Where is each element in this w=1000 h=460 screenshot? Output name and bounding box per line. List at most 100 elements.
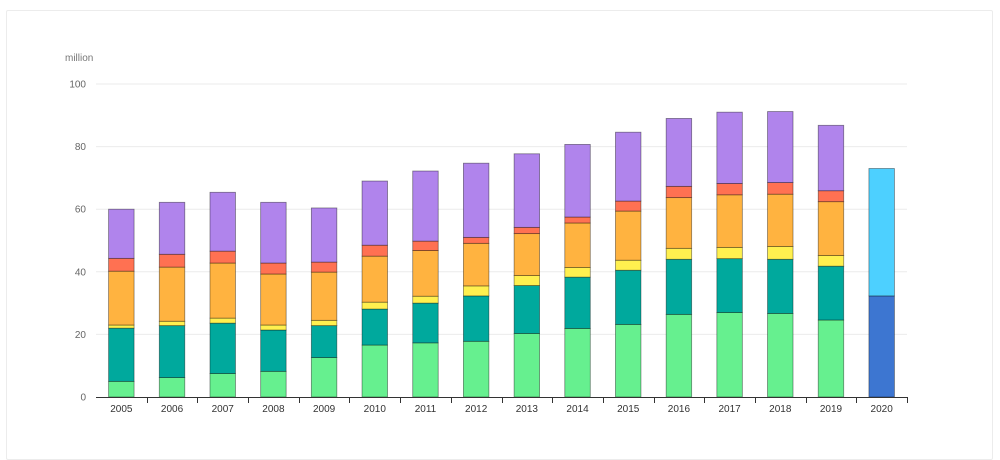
bar-segment-series-1-green-2015[interactable] xyxy=(615,323,642,398)
bar-segment-series-2-teal-2007[interactable] xyxy=(209,322,236,374)
bar-segment-series-6-purple-2014[interactable] xyxy=(564,144,591,218)
bar-segment-series-5-red-2008[interactable] xyxy=(260,262,287,275)
bar-segment-series-1-green-2009[interactable] xyxy=(310,357,338,398)
bar-segment-series-4-orange-2008[interactable] xyxy=(260,273,287,326)
bar-segment-series-6-purple-2017[interactable] xyxy=(716,111,743,184)
bar-segment-series-2-teal-2011[interactable] xyxy=(412,302,439,344)
bar-stack-2008 xyxy=(260,201,287,398)
bar-segment-series-3-yellow-2018[interactable] xyxy=(767,246,794,260)
bar-segment-series-1-green-2008[interactable] xyxy=(260,370,287,398)
bar-segment-series-6-purple-2006[interactable] xyxy=(158,201,186,255)
bar-segment-series-5-red-2011[interactable] xyxy=(412,240,439,251)
bar-segment-series-5-red-2014[interactable] xyxy=(564,216,591,224)
bar-segment-series-3-yellow-2006[interactable] xyxy=(158,320,186,327)
bar-segment-series-6-purple-2010[interactable] xyxy=(361,180,388,246)
bar-segment-series-2-teal-2019[interactable] xyxy=(817,265,845,321)
bar-segment-series-5-red-2012[interactable] xyxy=(463,236,490,244)
bar-segment-series-6-purple-2011[interactable] xyxy=(412,170,439,242)
bar-segment-series-4-orange-2007[interactable] xyxy=(209,262,236,319)
bar-segment-series-5-red-2017[interactable] xyxy=(716,183,743,196)
bar-segment-series-4-orange-2015[interactable] xyxy=(615,210,642,261)
bar-segment-series-4-orange-2016[interactable] xyxy=(665,197,693,249)
x-tick-label: 2010 xyxy=(364,404,387,415)
bar-segment-series-2-teal-2016[interactable] xyxy=(665,258,693,315)
bar-segment-series-6-purple-2019[interactable] xyxy=(817,124,845,192)
bar-segment-series-5-red-2016[interactable] xyxy=(665,185,693,199)
bar-segment-series-1-green-2006[interactable] xyxy=(158,377,186,398)
y-tick-label: 20 xyxy=(75,330,87,341)
bar-segment-series-6-purple-2016[interactable] xyxy=(665,118,693,187)
bars xyxy=(108,111,895,398)
bar-segment-series-4-orange-2014[interactable] xyxy=(564,222,591,268)
bar-segment-series-4-orange-2018[interactable] xyxy=(767,193,794,247)
bar-segment-series-3-yellow-2009[interactable] xyxy=(310,319,338,327)
bar-segment-series-1-green-2018[interactable] xyxy=(767,313,794,398)
bar-segment-series-3-yellow-2016[interactable] xyxy=(665,247,693,260)
bar-segment-series-2-teal-2014[interactable] xyxy=(564,276,591,329)
bar-segment-series-4-orange-2012[interactable] xyxy=(463,242,490,287)
bar-segment-series-1-green-2017[interactable] xyxy=(716,312,743,398)
bar-segment-series-5-red-2018[interactable] xyxy=(767,182,794,195)
bar-segment-series-6-purple-2007[interactable] xyxy=(209,191,236,252)
bar-segment-series-4-orange-2011[interactable] xyxy=(412,250,439,297)
bar-segment-series-3-yellow-2007[interactable] xyxy=(209,317,236,324)
bar-segment-series-1-green-2011[interactable] xyxy=(412,342,439,398)
bar-segment-series-1-green-2005[interactable] xyxy=(108,380,135,398)
bar-segment-series-6-purple-2009[interactable] xyxy=(310,207,338,263)
bar-segment-series-2-teal-2010[interactable] xyxy=(361,308,388,346)
bar-segment-series-4-orange-2005[interactable] xyxy=(108,270,135,326)
bar-segment-series-5-red-2006[interactable] xyxy=(158,253,186,268)
bar-segment-series-5-red-2015[interactable] xyxy=(615,200,642,212)
bar-segment-series-3-yellow-2008[interactable] xyxy=(260,324,287,331)
bar-segment-series-2-teal-2017[interactable] xyxy=(716,258,743,313)
bar-segment-series-1-green-2012[interactable] xyxy=(463,340,490,398)
bar-segment-series-2-teal-2009[interactable] xyxy=(310,325,338,358)
bar-segment-series-5-red-2019[interactable] xyxy=(817,190,845,203)
bar-segment-series-3-yellow-2019[interactable] xyxy=(817,255,845,267)
bar-segment-series-6-purple-2015[interactable] xyxy=(615,131,642,202)
bar-segment-series-2-teal-2008[interactable] xyxy=(260,329,287,372)
bar-segment-series-2-teal-2006[interactable] xyxy=(158,325,186,378)
bar-segment-series-3-yellow-2015[interactable] xyxy=(615,259,642,271)
bar-segment-series-2-teal-2013[interactable] xyxy=(513,285,540,334)
bar-segment-series-6-purple-2012[interactable] xyxy=(463,162,490,238)
bar-segment-series-8-light-blue-2020[interactable] xyxy=(868,168,895,297)
x-tick-label: 2016 xyxy=(668,404,691,415)
bar-stack-2005 xyxy=(108,208,135,398)
bar-segment-series-1-green-2019[interactable] xyxy=(817,319,845,398)
x-tick-label: 2011 xyxy=(415,404,437,415)
bar-segment-series-6-purple-2018[interactable] xyxy=(767,111,794,183)
bar-segment-series-3-yellow-2017[interactable] xyxy=(716,246,743,260)
bar-segment-series-4-orange-2009[interactable] xyxy=(310,271,338,321)
bar-segment-series-4-orange-2010[interactable] xyxy=(361,255,388,303)
bar-segment-series-5-red-2007[interactable] xyxy=(209,250,236,264)
bar-segment-series-2-teal-2015[interactable] xyxy=(615,269,642,325)
bar-segment-series-6-purple-2013[interactable] xyxy=(513,153,540,228)
bar-segment-series-5-red-2013[interactable] xyxy=(513,226,540,235)
bar-segment-series-5-red-2010[interactable] xyxy=(361,244,388,257)
x-tick-label: 2006 xyxy=(161,404,184,415)
bar-segment-series-3-yellow-2014[interactable] xyxy=(564,267,591,278)
bar-segment-series-3-yellow-2010[interactable] xyxy=(361,301,388,310)
bar-segment-series-7-dark-blue-2020[interactable] xyxy=(868,295,895,398)
bar-segment-series-1-green-2014[interactable] xyxy=(564,328,591,398)
bar-segment-series-1-green-2007[interactable] xyxy=(209,373,236,398)
bar-segment-series-2-teal-2005[interactable] xyxy=(108,327,135,382)
bar-segment-series-3-yellow-2012[interactable] xyxy=(463,285,490,297)
bar-segment-series-3-yellow-2013[interactable] xyxy=(513,275,540,286)
bar-segment-series-1-green-2013[interactable] xyxy=(513,333,540,398)
bar-segment-series-4-orange-2019[interactable] xyxy=(817,201,845,256)
bar-segment-series-2-teal-2012[interactable] xyxy=(463,295,490,342)
bar-segment-series-6-purple-2005[interactable] xyxy=(108,208,135,259)
bar-segment-series-3-yellow-2005[interactable] xyxy=(108,324,135,329)
bar-segment-series-3-yellow-2011[interactable] xyxy=(412,295,439,304)
bar-segment-series-1-green-2016[interactable] xyxy=(665,313,693,398)
bar-segment-series-2-teal-2018[interactable] xyxy=(767,258,794,314)
bar-segment-series-6-purple-2008[interactable] xyxy=(260,201,287,264)
bar-segment-series-5-red-2005[interactable] xyxy=(108,257,135,272)
bar-segment-series-4-orange-2017[interactable] xyxy=(716,194,743,248)
bar-segment-series-4-orange-2006[interactable] xyxy=(158,266,186,322)
bar-segment-series-5-red-2009[interactable] xyxy=(310,261,338,273)
bar-segment-series-1-green-2010[interactable] xyxy=(361,344,388,398)
bar-segment-series-4-orange-2013[interactable] xyxy=(513,233,540,276)
